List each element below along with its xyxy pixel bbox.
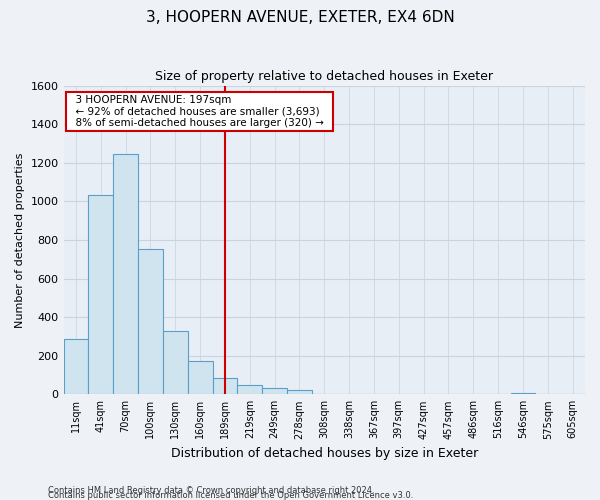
Bar (163, 330, 188, 394)
Bar (64, 340, 88, 394)
Bar (212, 378, 238, 394)
Bar (138, 248, 163, 394)
Bar (262, 388, 287, 394)
Bar (188, 360, 212, 394)
Title: Size of property relative to detached houses in Exeter: Size of property relative to detached ho… (155, 70, 493, 83)
Bar (113, 154, 138, 394)
Text: Contains public sector information licensed under the Open Government Licence v3: Contains public sector information licen… (48, 491, 413, 500)
Text: 3, HOOPERN AVENUE, EXETER, EX4 6DN: 3, HOOPERN AVENUE, EXETER, EX4 6DN (146, 10, 454, 25)
Y-axis label: Number of detached properties: Number of detached properties (15, 152, 25, 328)
Text: Contains HM Land Registry data © Crown copyright and database right 2024.: Contains HM Land Registry data © Crown c… (48, 486, 374, 495)
Bar (287, 390, 312, 394)
Bar (88, 194, 113, 394)
Bar (238, 384, 262, 394)
Text: 3 HOOPERN AVENUE: 197sqm
  ← 92% of detached houses are smaller (3,693)
  8% of : 3 HOOPERN AVENUE: 197sqm ← 92% of detach… (69, 95, 330, 128)
X-axis label: Distribution of detached houses by size in Exeter: Distribution of detached houses by size … (170, 447, 478, 460)
